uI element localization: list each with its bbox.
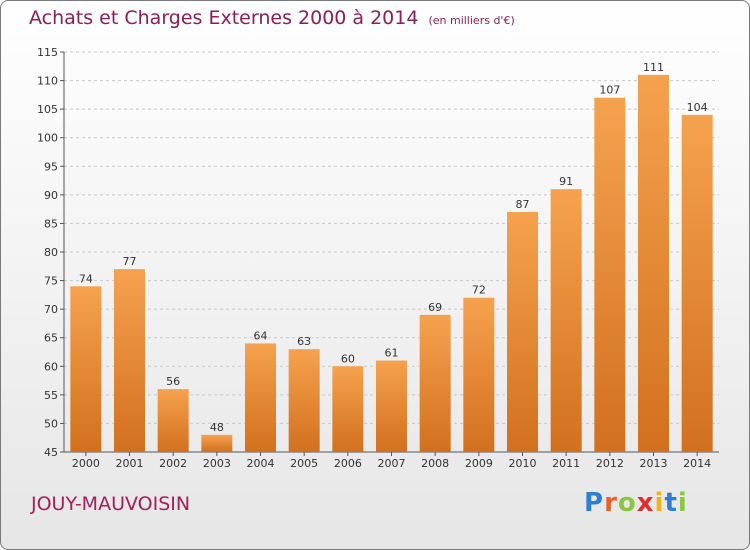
y-tick-label: 110 — [37, 75, 58, 88]
bar-2008 — [419, 314, 451, 452]
axes: 45 50 55 60 65 70 75 80 85 90 95 100 105 110 115 2000 20… — [37, 46, 719, 470]
y-tick-label: 65 — [44, 332, 58, 345]
bar-2012 — [594, 97, 626, 452]
x-tick-label-2009: 2009 — [465, 457, 493, 470]
bar-2010 — [507, 212, 538, 452]
logo-letter: o — [617, 488, 637, 518]
x-tick-label-2008: 2008 — [421, 457, 449, 470]
bar-2001 — [114, 269, 145, 452]
y-tick-label: 45 — [44, 446, 58, 459]
bar-2004 — [245, 343, 276, 452]
bar-2002 — [157, 389, 189, 452]
logo-letter: i — [677, 488, 688, 518]
bar-2009 — [463, 297, 495, 452]
x-tick-label-2007: 2007 — [378, 457, 406, 470]
y-tick-label: 105 — [37, 103, 58, 116]
value-label-2008: 69 — [428, 301, 442, 314]
value-label-2007: 61 — [385, 347, 399, 360]
chart-title: Achats et Charges Externes 2000 à 2014 — [29, 7, 419, 29]
bar-2003 — [201, 434, 233, 452]
y-tick-label: 85 — [44, 217, 58, 230]
y-tick-label: 75 — [44, 275, 58, 288]
bar-2000 — [70, 286, 102, 452]
x-tick-label-2005: 2005 — [290, 457, 318, 470]
bar-2013 — [638, 74, 669, 452]
x-tick-label-2006: 2006 — [334, 457, 362, 470]
x-tick-label-2000: 2000 — [72, 457, 100, 470]
x-tick-label-2004: 2004 — [247, 457, 275, 470]
y-tick-label: 55 — [44, 389, 58, 402]
commune-name: JOUY-MAUVOISIN — [31, 493, 191, 515]
proxiti-logo: Proxiti — [584, 488, 688, 518]
value-label-2010: 87 — [516, 198, 530, 211]
y-tick-label: 50 — [44, 417, 58, 430]
y-tick-label: 90 — [44, 189, 58, 202]
bar-chart: 45 50 55 60 65 70 75 80 85 90 95 100 105 110 115 2000 20… — [37, 46, 719, 470]
value-label-2006: 60 — [341, 352, 355, 365]
value-label-2001: 77 — [123, 255, 137, 268]
y-tick-label: 115 — [37, 46, 58, 59]
x-tick-label-2003: 2003 — [203, 457, 231, 470]
x-tick-label-2014: 2014 — [683, 457, 711, 470]
x-tick-label-2013: 2013 — [640, 457, 668, 470]
value-label-2004: 64 — [254, 329, 268, 342]
value-label-2005: 63 — [297, 335, 311, 348]
logo-letter: t — [664, 488, 678, 518]
value-label-2014: 104 — [687, 101, 708, 114]
logo-letter: P — [584, 488, 605, 518]
value-label-2000: 74 — [79, 272, 93, 285]
logo-letter: r — [604, 488, 618, 518]
x-tick-label-2010: 2010 — [509, 457, 537, 470]
y-tick-label: 95 — [44, 160, 58, 173]
value-label-2012: 107 — [599, 84, 620, 97]
value-label-2002: 56 — [166, 375, 180, 388]
y-tick-label: 80 — [44, 246, 58, 259]
x-tick-label-2002: 2002 — [159, 457, 187, 470]
value-label-2003: 48 — [210, 421, 224, 434]
y-tick-label: 60 — [44, 360, 58, 373]
x-tick-label-2001: 2001 — [116, 457, 144, 470]
data-labels: 74 77 56 48 64 63 60 61 69 72 87 91 107 111 104 — [79, 61, 708, 434]
logo-letter: x — [636, 488, 655, 518]
bar-2005 — [288, 349, 320, 452]
y-tick-label: 70 — [44, 303, 58, 316]
bar-2011 — [550, 189, 582, 452]
x-tick-label-2012: 2012 — [596, 457, 624, 470]
bars — [70, 74, 713, 452]
y-tick-label: 100 — [37, 132, 58, 145]
logo-letter: i — [654, 488, 665, 518]
chart-title-block: Achats et Charges Externes 2000 à 2014 (e… — [29, 7, 515, 29]
value-label-2009: 72 — [472, 284, 486, 297]
x-tick-label-2011: 2011 — [552, 457, 580, 470]
chart-unit: (en milliers d'€) — [428, 14, 515, 27]
bar-2014 — [681, 114, 713, 452]
bar-2007 — [376, 360, 407, 452]
value-label-2013: 111 — [643, 61, 664, 74]
value-label-2011: 91 — [559, 175, 573, 188]
bar-2006 — [332, 366, 364, 452]
